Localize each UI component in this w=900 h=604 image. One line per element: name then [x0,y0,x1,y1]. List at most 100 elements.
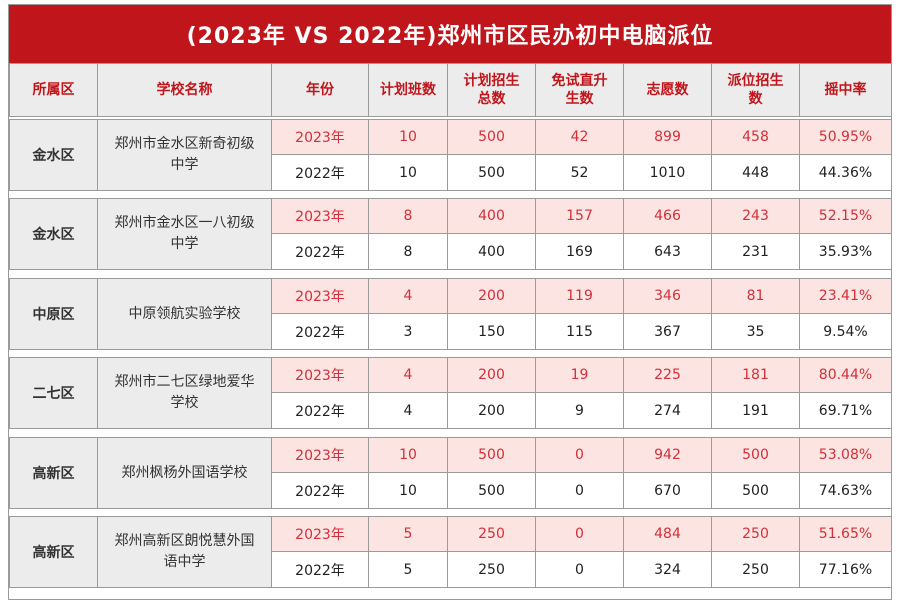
direct-cell: 169 [535,233,624,270]
allocated-cell: 35 [711,313,800,350]
table-frame [8,4,892,600]
table-row: 2022年 3 150 115 367 35 9.54% [10,313,892,350]
school-group: 金水区 郑州市金水区一八初级中学 2023年 8 400 157 466 243 52.15% 2… [9,198,892,270]
applications-cell: 484 [623,516,712,552]
school-name-cell: 郑州枫杨外国语学校 [97,437,272,509]
direct-cell: 52 [535,154,624,191]
table-row: 二七区 郑州市二七区绿地爱华学校 2023年 4 200 19 225 181 80.44% [9,357,892,429]
rate-cell: 80.44% [799,357,892,393]
school-name-cell: 郑州市二七区绿地爱华学校 [97,357,272,429]
year-cell: 2023年 [271,278,369,314]
direct-cell: 42 [535,119,624,155]
school-name: 郑州枫杨外国语学校 [121,464,248,481]
rate-cell: 69.71% [799,392,892,429]
school-name: 郑州高新区朗悦慧外国语中学 [114,533,255,570]
district-cell: 高新区 [9,437,98,509]
plan-cell: 200 [447,278,536,314]
page-title: (2023年 VS 2022年)郑州市区民办初中电脑派位 [9,5,891,63]
header-school: 学校名称 [97,63,272,117]
direct-cell: 0 [535,472,624,509]
allocated-cell: 181 [711,357,800,393]
rate-cell: 51.65% [799,516,892,552]
table-row: 金水区 郑州市金水区新奇初级中学 2023年 10 500 42 899 458 50.95% [9,119,892,191]
table-row: 2022年 5 250 0 324 250 77.16% [10,551,892,588]
school-name: 郑州市金水区一八初级中学 [114,215,255,252]
plan-cell: 400 [447,233,536,270]
direct-cell: 19 [535,357,624,393]
header-classes: 计划班数 [368,63,448,117]
table-row: 中原区 中原领航实验学校 2023年 4 200 119 346 81 23.41% [9,278,892,350]
allocated-cell: 81 [711,278,800,314]
rate-cell: 9.54% [799,313,892,350]
year-cell: 2022年 [271,313,369,350]
allocated-cell: 448 [711,154,800,191]
applications-cell: 346 [623,278,712,314]
plan-cell: 150 [447,313,536,350]
header-direct-label: 免试直升生数 [551,73,608,107]
direct-cell: 0 [535,551,624,588]
applications-cell: 899 [623,119,712,155]
plan-cell: 500 [447,154,536,191]
header-allocated: 派位招生数 [711,63,800,117]
header-year: 年份 [271,63,369,117]
applications-cell: 670 [623,472,712,509]
classes-cell: 8 [368,198,448,234]
applications-cell: 1010 [623,154,712,191]
direct-cell: 0 [535,437,624,473]
year-cell: 2022年 [271,233,369,270]
applications-cell: 942 [623,437,712,473]
district-cell: 高新区 [9,516,98,588]
plan-cell: 500 [447,437,536,473]
table-row: 2022年 8 400 169 643 231 35.93% [10,233,892,270]
plan-cell: 400 [447,198,536,234]
district-cell: 中原区 [9,278,98,350]
header-applications: 志愿数 [623,63,712,117]
applications-cell: 225 [623,357,712,393]
classes-cell: 10 [368,154,448,191]
header-district: 所属区 [9,63,98,117]
classes-cell: 8 [368,233,448,270]
school-name: 郑州市二七区绿地爱华学校 [114,374,255,411]
year-cell: 2022年 [271,472,369,509]
school-group: 高新区 郑州高新区朗悦慧外国语中学 2023年 5 250 0 484 250 51.65% 20… [9,516,892,588]
applications-cell: 274 [623,392,712,429]
year-cell: 2022年 [271,154,369,191]
header-rate: 摇中率 [799,63,892,117]
plan-cell: 200 [447,357,536,393]
classes-cell: 5 [368,516,448,552]
table-row: 2022年 10 500 0 670 500 74.63% [10,472,892,509]
school-name-cell: 郑州高新区朗悦慧外国语中学 [97,516,272,588]
school-name-cell: 郑州市金水区新奇初级中学 [97,119,272,191]
rate-cell: 77.16% [799,551,892,588]
year-cell: 2022年 [271,392,369,429]
table-row: 金水区 郑州市金水区一八初级中学 2023年 8 400 157 466 243 52.15% [9,198,892,270]
rate-cell: 52.15% [799,198,892,234]
header-direct: 免试直升生数 [535,63,624,117]
school-group: 高新区 郑州枫杨外国语学校 2023年 10 500 0 942 500 53.08% 2022年… [9,437,892,509]
classes-cell: 10 [368,119,448,155]
plan-cell: 250 [447,516,536,552]
school-group: 中原区 中原领航实验学校 2023年 4 200 119 346 81 23.41% 2022年 3… [9,278,892,350]
school-name: 中原领航实验学校 [128,305,241,322]
classes-cell: 4 [368,392,448,429]
classes-cell: 5 [368,551,448,588]
allocated-cell: 243 [711,198,800,234]
applications-cell: 643 [623,233,712,270]
year-cell: 2023年 [271,198,369,234]
direct-cell: 119 [535,278,624,314]
rate-cell: 50.95% [799,119,892,155]
direct-cell: 115 [535,313,624,350]
direct-cell: 0 [535,516,624,552]
header-plan-total: 计划招生总数 [447,63,536,117]
rate-cell: 35.93% [799,233,892,270]
year-cell: 2023年 [271,437,369,473]
rate-cell: 53.08% [799,437,892,473]
allocated-cell: 458 [711,119,800,155]
allocated-cell: 500 [711,437,800,473]
year-cell: 2023年 [271,516,369,552]
allocated-cell: 231 [711,233,800,270]
classes-cell: 10 [368,472,448,509]
plan-cell: 200 [447,392,536,429]
header-allocated-label: 派位招生数 [727,73,784,107]
classes-cell: 4 [368,278,448,314]
